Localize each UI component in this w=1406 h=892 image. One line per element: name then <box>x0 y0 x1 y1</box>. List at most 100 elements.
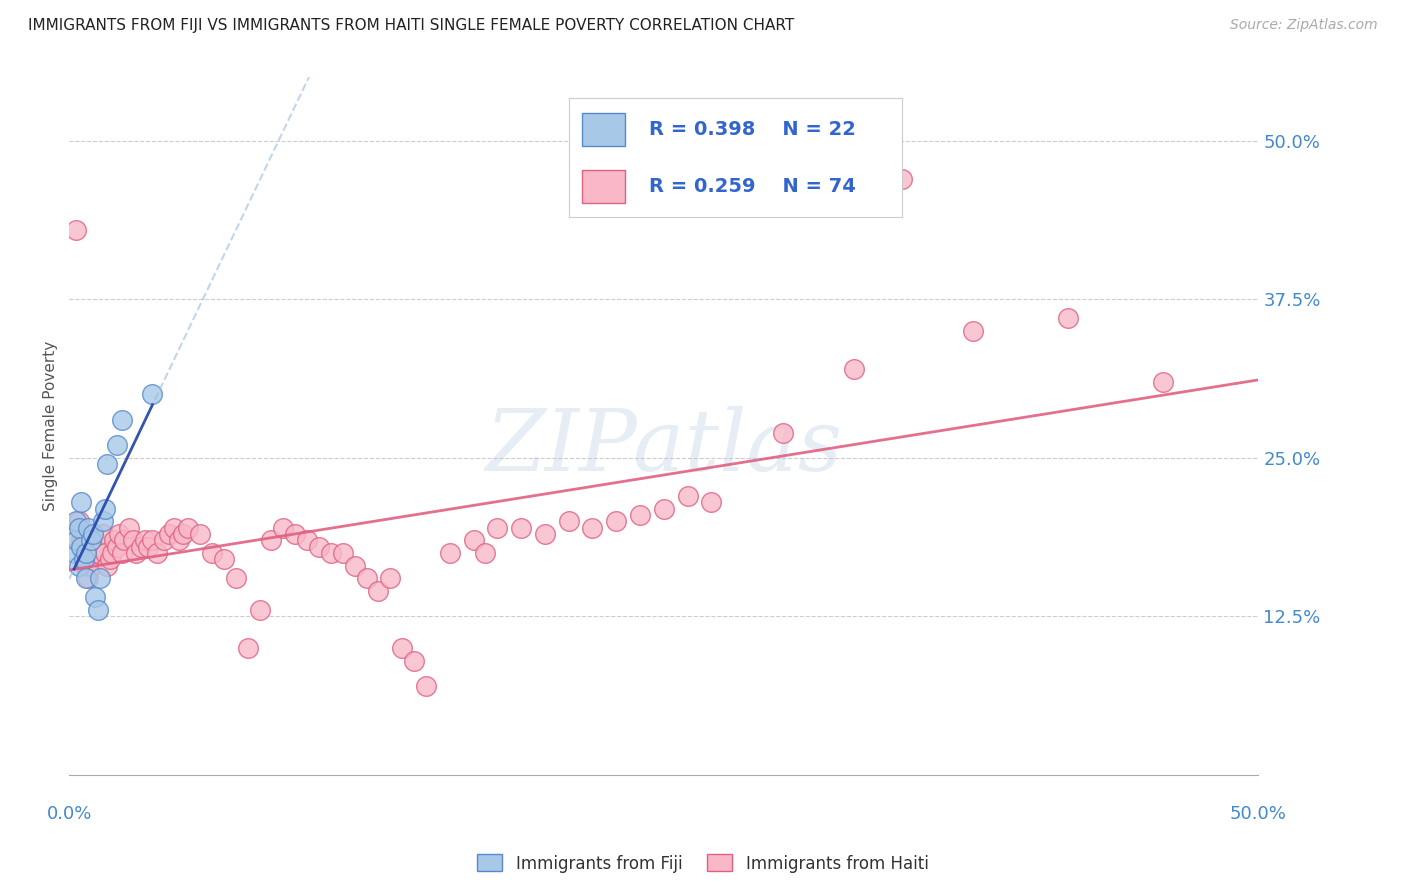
Point <box>91 514 114 528</box>
Point <box>108 527 131 541</box>
Point <box>415 679 437 693</box>
Point <box>91 527 114 541</box>
Text: ZIPatlas: ZIPatlas <box>485 406 842 489</box>
Point <box>356 571 378 585</box>
Point <box>89 540 111 554</box>
Point <box>103 533 125 548</box>
Point <box>157 527 180 541</box>
Point <box>134 533 156 548</box>
Point <box>75 546 97 560</box>
Point <box>75 558 97 573</box>
Point <box>67 558 90 573</box>
Point <box>136 540 159 554</box>
Point <box>319 546 342 560</box>
Point <box>557 514 579 528</box>
Point <box>77 571 100 585</box>
Point <box>343 558 366 573</box>
Point <box>534 527 557 541</box>
Text: 0.0%: 0.0% <box>46 805 91 823</box>
Point <box>163 521 186 535</box>
Point <box>890 172 912 186</box>
Point <box>79 533 101 548</box>
Point <box>201 546 224 560</box>
Point <box>65 514 87 528</box>
Point <box>96 457 118 471</box>
Point <box>295 533 318 548</box>
Point <box>75 571 97 585</box>
Point <box>105 438 128 452</box>
Point <box>676 489 699 503</box>
Point <box>652 501 675 516</box>
Point <box>70 495 93 509</box>
Point <box>249 603 271 617</box>
Point <box>98 552 121 566</box>
Point <box>110 413 132 427</box>
Y-axis label: Single Female Poverty: Single Female Poverty <box>44 341 58 511</box>
Point <box>70 533 93 548</box>
Point <box>129 540 152 554</box>
Point <box>82 527 104 541</box>
Point <box>404 654 426 668</box>
Point <box>463 533 485 548</box>
Point <box>842 362 865 376</box>
Point <box>177 521 200 535</box>
Point <box>141 533 163 548</box>
Point <box>112 533 135 548</box>
Point <box>332 546 354 560</box>
Point <box>581 521 603 535</box>
Point <box>225 571 247 585</box>
Point <box>96 558 118 573</box>
Point <box>65 533 87 548</box>
Point <box>141 387 163 401</box>
Point <box>118 521 141 535</box>
Point <box>212 552 235 566</box>
Point <box>72 552 94 566</box>
Point <box>439 546 461 560</box>
Point <box>188 527 211 541</box>
Point <box>510 521 533 535</box>
Point <box>72 546 94 560</box>
Point <box>308 540 330 554</box>
Point <box>628 508 651 522</box>
Text: IMMIGRANTS FROM FIJI VS IMMIGRANTS FROM HAITI SINGLE FEMALE POVERTY CORRELATION : IMMIGRANTS FROM FIJI VS IMMIGRANTS FROM … <box>28 18 794 33</box>
Point <box>605 514 627 528</box>
Point <box>284 527 307 541</box>
Point <box>367 584 389 599</box>
Point <box>63 546 86 560</box>
Point <box>122 533 145 548</box>
Point <box>167 533 190 548</box>
Point <box>84 533 107 548</box>
Point <box>87 546 110 560</box>
Point <box>84 591 107 605</box>
Point <box>94 501 117 516</box>
Point <box>172 527 194 541</box>
Text: 50.0%: 50.0% <box>1230 805 1286 823</box>
Point <box>67 514 90 528</box>
Point <box>146 546 169 560</box>
Point <box>486 521 509 535</box>
Point <box>94 546 117 560</box>
Point <box>271 521 294 535</box>
Point <box>772 425 794 440</box>
Point <box>474 546 496 560</box>
Point <box>70 540 93 554</box>
Point <box>65 222 87 236</box>
Point <box>380 571 402 585</box>
Point <box>700 495 723 509</box>
Point <box>260 533 283 548</box>
Point <box>1152 375 1174 389</box>
Point <box>125 546 148 560</box>
Point <box>101 546 124 560</box>
Point <box>105 540 128 554</box>
Point <box>77 521 100 535</box>
Legend: Immigrants from Fiji, Immigrants from Haiti: Immigrants from Fiji, Immigrants from Ha… <box>471 847 935 880</box>
Point <box>962 324 984 338</box>
Point <box>1057 311 1080 326</box>
Point <box>391 641 413 656</box>
Point <box>89 571 111 585</box>
Point <box>87 603 110 617</box>
Point <box>67 521 90 535</box>
Point <box>236 641 259 656</box>
Point <box>79 558 101 573</box>
Text: Source: ZipAtlas.com: Source: ZipAtlas.com <box>1230 18 1378 32</box>
